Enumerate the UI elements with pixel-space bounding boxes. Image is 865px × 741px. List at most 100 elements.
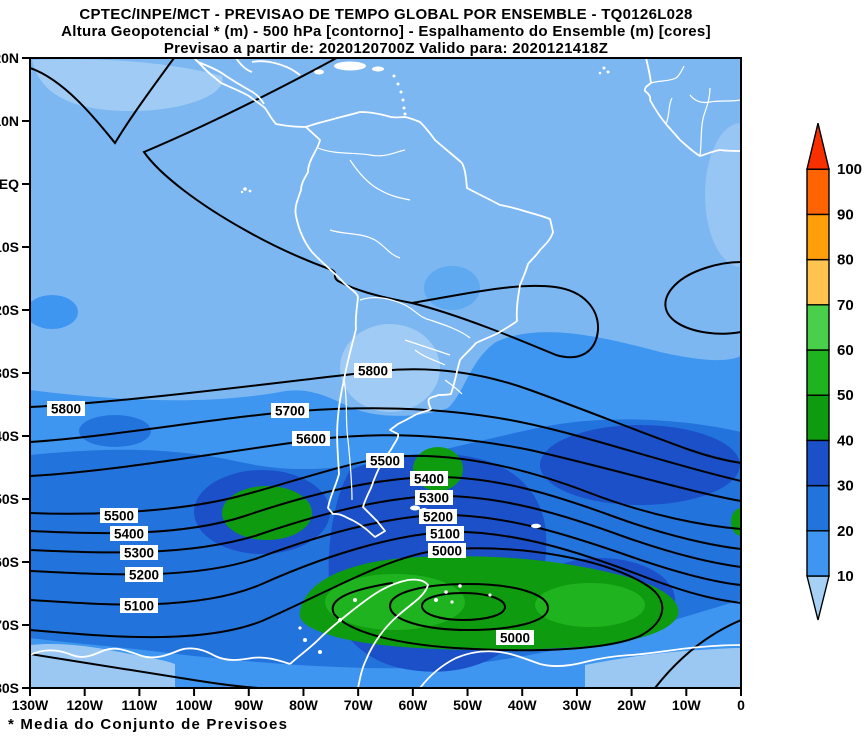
contour-label-text: 5100 <box>124 599 154 614</box>
coastline-caribbean-islands <box>235 58 301 76</box>
lat-tick-label: 60S <box>0 554 19 570</box>
contour-label-text: 5200 <box>423 510 453 525</box>
lat-tick-label: 20S <box>0 302 19 318</box>
coastline-antarctica-west <box>30 647 291 665</box>
spread-pale-africa <box>705 123 741 267</box>
contour-5800-main <box>142 58 600 359</box>
coastline-south-america <box>294 111 554 538</box>
spread-oval-west <box>79 415 151 447</box>
contour-label-box <box>271 403 309 418</box>
contour-label-box <box>415 490 453 505</box>
contour-label-box <box>366 453 404 468</box>
contour-4800-closed <box>420 591 507 622</box>
contour-label-text: 5400 <box>114 527 144 542</box>
height-contours <box>30 58 741 688</box>
contour-label-text: 5800 <box>51 402 81 417</box>
lat-tick-label: 40S <box>0 428 19 444</box>
colorbar-band <box>806 304 830 351</box>
colorbar-tick-label: 30 <box>837 478 854 495</box>
colorbar-band <box>806 484 830 532</box>
colorbar-tick-label: 10 <box>837 568 854 585</box>
lon-tick-label: 10W <box>672 697 702 713</box>
footnote: * Media do Conjunto de Previsoes <box>8 716 289 733</box>
lat-tick-label: 10N <box>0 113 19 129</box>
contour-label-text: 5400 <box>414 472 444 487</box>
axes: 20N 10N EQ 10S 20S 30S 40S 50S 60S 70S 80S130W 120W… <box>0 50 745 713</box>
lat-tick-label: 20N <box>0 50 19 66</box>
lon-tick-label: 70W <box>344 697 374 713</box>
contour-label-text: 5800 <box>358 364 388 379</box>
lon-tick-label: 40W <box>508 697 538 713</box>
contour-label-box <box>125 567 163 582</box>
islands <box>240 61 610 529</box>
contour-corner-southwest <box>30 653 259 688</box>
lon-tick-label: 0 <box>737 697 745 713</box>
chart-valid-time: Previsao a partir de: 2020120700Z Valido… <box>163 40 609 57</box>
lon-tick-label: 130W <box>12 697 49 713</box>
contour-5600 <box>30 434 741 502</box>
lon-tick-label: 30W <box>563 697 593 713</box>
lat-tick-label: 10S <box>0 239 19 255</box>
colorbar-band <box>806 168 830 216</box>
lon-tick-label: 80W <box>289 697 319 713</box>
lon-tick-label: 100W <box>176 697 213 713</box>
contour-label-box <box>426 526 464 541</box>
contour-label-text: 5700 <box>275 404 305 419</box>
lat-tick-label: 70S <box>0 617 19 633</box>
spread-patch-brazil <box>424 266 480 310</box>
spread-pale-northwest <box>32 59 223 112</box>
contour-label-text: 5000 <box>500 631 530 646</box>
contour-label-text: 5200 <box>129 568 159 583</box>
contour-label-box <box>496 630 534 645</box>
contour-label-box <box>110 526 148 541</box>
lon-tick-label: 20W <box>617 697 647 713</box>
colorbar-tick-label: 90 <box>837 206 854 223</box>
lat-tick-label: 50S <box>0 491 19 507</box>
spread-dark-atlantic-low <box>540 425 740 505</box>
coastline-antarctica-east <box>419 644 741 688</box>
contour-5000 <box>30 547 664 652</box>
lat-tick-label: 80S <box>0 680 19 696</box>
chart-subtitle: Altura Geopotencial * (m) - 500 hPa [con… <box>61 23 711 40</box>
colorbar-band <box>806 394 830 442</box>
contour-5700 <box>30 407 741 482</box>
lat-tick-label: 30S <box>0 365 19 381</box>
spread-green-core-east <box>535 583 645 627</box>
africa-borders <box>650 65 741 157</box>
lon-tick-label: 50W <box>453 697 483 713</box>
contour-label-text: 5600 <box>296 432 326 447</box>
lat-tick-label: EQ <box>0 176 19 192</box>
contour-label-box <box>419 509 457 524</box>
lon-tick-label: 110W <box>121 697 158 713</box>
contour-label-box <box>120 598 158 613</box>
country-borders <box>317 147 471 501</box>
lon-tick-label: 120W <box>66 697 103 713</box>
colorbar-tick-label: 100 <box>837 161 862 178</box>
contour-label-box <box>428 543 466 558</box>
contour-label-text: 5300 <box>419 491 449 506</box>
spread-patch-small <box>30 295 78 329</box>
colorbar-above-arrow <box>806 123 830 170</box>
lon-tick-label: 90W <box>234 697 264 713</box>
colorbar-band <box>806 349 830 396</box>
spread-colorbar: 10 20 30 40 50 60 70 80 90 100 <box>806 123 862 621</box>
contour-north-pacific <box>30 58 175 145</box>
colorbar-below-arrow <box>806 575 830 621</box>
colorbar-tick-label: 70 <box>837 297 854 314</box>
colorbar-tick-label: 40 <box>837 432 854 449</box>
contour-label-text: 5500 <box>104 509 134 524</box>
contour-4900-closed <box>388 582 550 632</box>
contour-5800 <box>30 368 741 464</box>
colorbar-tick-label: 80 <box>837 252 854 269</box>
contour-label-box <box>410 471 448 486</box>
colorbar-band <box>806 213 830 261</box>
spread-pale-south-east <box>585 648 741 688</box>
contour-5800-atlantic-high <box>664 261 741 335</box>
contour-value-labels: 5800 5800 5700 5600 5500 5400 5300 5200 5100 5500… <box>47 363 534 646</box>
contour-label-text: 5000 <box>432 544 462 559</box>
chart-title: CPTEC/INPE/MCT - PREVISAO DE TEMPO GLOBA… <box>79 6 693 23</box>
colorbar-band <box>806 530 830 577</box>
spread-green-core-west <box>325 574 465 630</box>
